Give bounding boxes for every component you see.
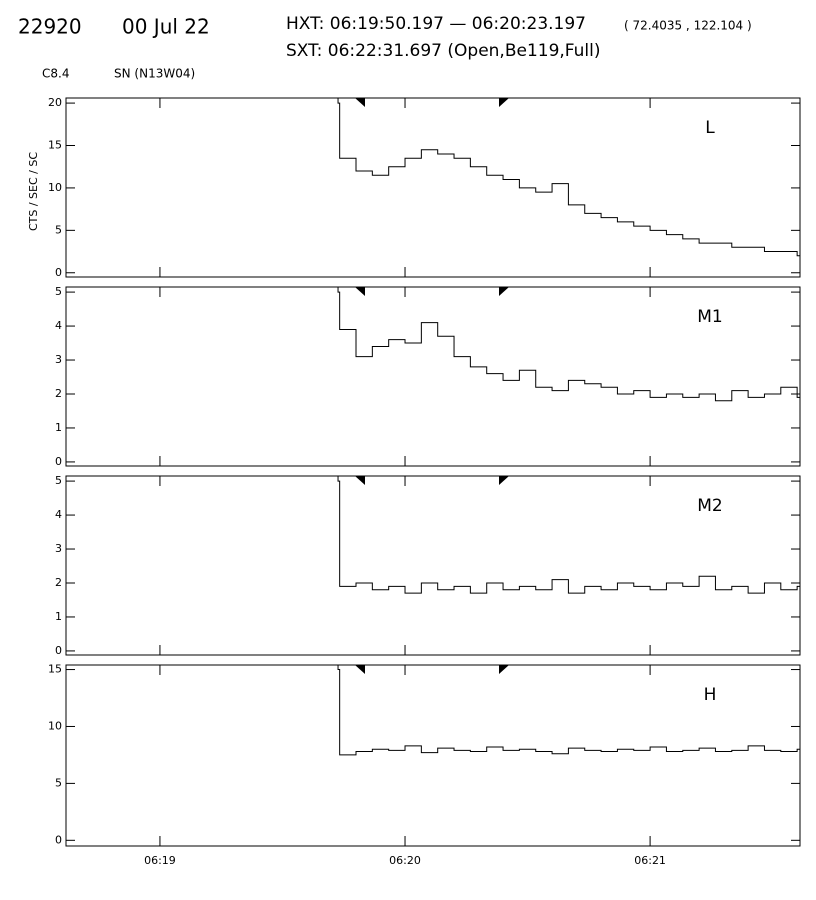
data-line (337, 476, 800, 594)
interval-marker (355, 665, 365, 674)
y-tick-label: 1 (55, 610, 62, 623)
sxt-info: SXT: 06:22:31.697 (Open,Be119,Full) (286, 41, 601, 61)
plot-frame (65, 286, 801, 467)
y-tick-label: 0 (55, 644, 62, 657)
y-axis-label: CTS / SEC / SC (27, 152, 40, 231)
x-tick-label: 06:20 (389, 854, 421, 867)
y-tick-label: 5 (55, 223, 62, 236)
y-tick-label: 10 (48, 181, 62, 194)
data-line (337, 287, 800, 402)
series-label: L (705, 118, 715, 138)
y-tick-label: 0 (55, 266, 62, 279)
y-tick-label: 2 (55, 387, 62, 400)
event-id: 22920 (18, 15, 82, 39)
hxt-interval: HXT: 06:19:50.197 — 06:20:23.197 (286, 14, 586, 34)
interval-marker (499, 287, 509, 296)
y-tick-label: 20 (48, 96, 62, 109)
y-tick-label: 5 (55, 474, 62, 487)
y-tick-label: 2 (55, 576, 62, 589)
flare-location: SN (N13W04) (114, 67, 195, 81)
y-tick-label: 15 (48, 139, 62, 152)
y-tick-label: 15 (48, 663, 62, 676)
data-line (337, 665, 800, 756)
interval-marker (355, 287, 365, 296)
y-tick-label: 3 (55, 353, 62, 366)
interval-marker (499, 665, 509, 674)
y-tick-label: 1 (55, 421, 62, 434)
coordinates: ( 72.4035 , 122.104 ) (624, 19, 752, 33)
y-tick-label: 0 (55, 833, 62, 846)
y-tick-label: 4 (55, 319, 62, 332)
interval-marker (355, 98, 365, 107)
y-tick-label: 0 (55, 455, 62, 468)
data-line (337, 98, 800, 257)
x-tick-label: 06:21 (634, 854, 666, 867)
event-date: 00 Jul 22 (122, 15, 210, 39)
y-tick-label: 10 (48, 719, 62, 732)
interval-marker (355, 476, 365, 485)
y-tick-label: 4 (55, 508, 62, 521)
series-label: H (704, 685, 717, 705)
interval-marker (499, 98, 509, 107)
interval-marker (499, 476, 509, 485)
plot-frame (65, 664, 801, 847)
y-tick-label: 3 (55, 542, 62, 555)
series-label: M1 (697, 307, 722, 327)
plot-frame (65, 97, 801, 278)
y-tick-label: 5 (55, 285, 62, 298)
series-label: M2 (697, 496, 722, 516)
y-tick-label: 5 (55, 776, 62, 789)
plot-frame (65, 475, 801, 656)
x-tick-label: 06:19 (144, 854, 176, 867)
flare-class: C8.4 (42, 67, 69, 81)
